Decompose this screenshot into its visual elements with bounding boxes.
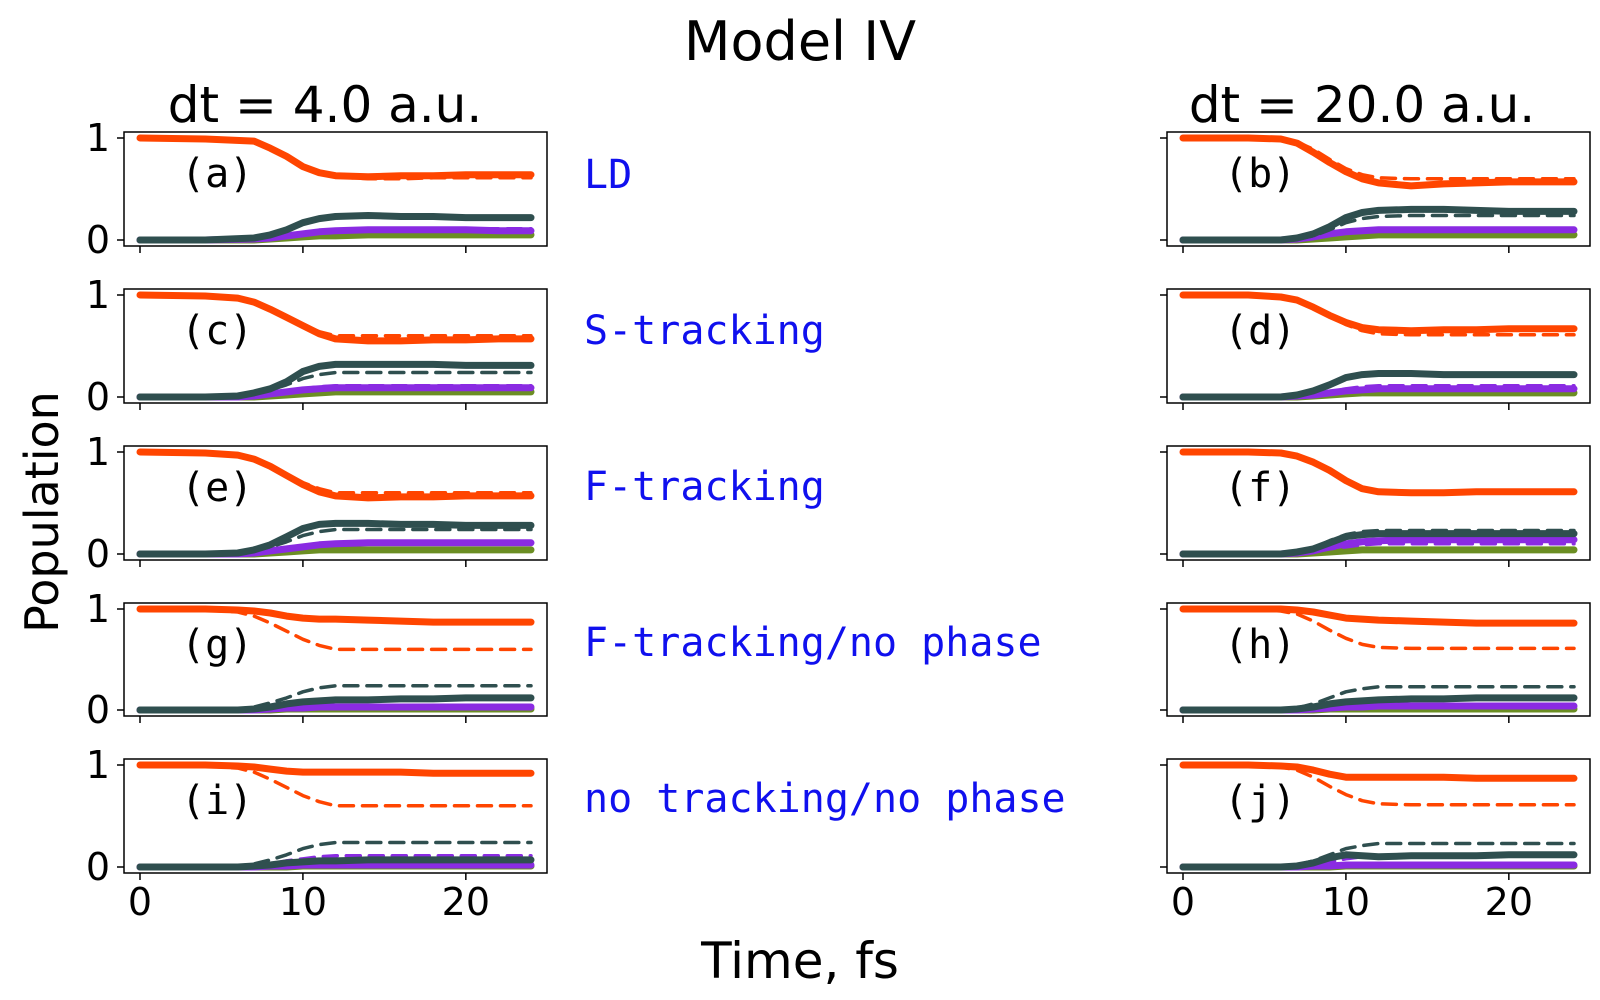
series-line-solid xyxy=(136,360,535,401)
panel-e: 0 1 (e) xyxy=(86,430,548,576)
method-label-f-tracking-no-phase: F-tracking/no phase xyxy=(584,620,1042,666)
y-tick-label: 0 xyxy=(86,375,110,419)
plot-frame xyxy=(123,602,548,717)
x-tick-label: 20 xyxy=(1485,880,1533,924)
method-label-s-tracking: S-tracking xyxy=(584,308,825,354)
panel-label: (b) xyxy=(1224,151,1296,197)
figure-title: Model IV xyxy=(684,10,916,73)
method-label-f-tracking: F-tracking xyxy=(584,464,825,510)
series-group xyxy=(1179,134,1578,244)
y-tick-label: 0 xyxy=(86,688,110,732)
series-group xyxy=(136,448,535,558)
series-line-solid xyxy=(136,291,535,345)
series-line-solid xyxy=(1179,134,1578,190)
series-line-solid xyxy=(136,694,535,714)
panel-d: (d) xyxy=(1160,288,1591,410)
series-line-solid xyxy=(136,605,535,626)
y-tick-label: 1 xyxy=(86,743,110,787)
panel-label: (a) xyxy=(181,151,253,197)
plot-frame xyxy=(1166,288,1591,404)
series-group xyxy=(136,291,535,401)
panel-label: (j) xyxy=(1224,778,1296,824)
plot-frame xyxy=(1166,445,1591,561)
series-group xyxy=(136,761,535,871)
series-line-solid xyxy=(1179,605,1578,627)
panel-i: 0 10 20 0 1 (i) xyxy=(86,743,548,924)
plot-frame xyxy=(1166,758,1591,874)
x-axis-label: Time, fs xyxy=(700,932,899,990)
series-line-solid xyxy=(136,519,535,558)
series-line-solid xyxy=(136,134,535,181)
series-line-solid xyxy=(136,212,535,244)
panel-j: 0 10 20 (j) xyxy=(1160,758,1591,924)
series-group xyxy=(136,605,535,714)
series-line-solid xyxy=(1179,370,1578,401)
series-line-solid xyxy=(1179,761,1578,782)
panel-label: (g) xyxy=(181,622,253,668)
panel-label: (h) xyxy=(1224,622,1296,668)
y-tick-label: 0 xyxy=(86,845,110,889)
series-line-solid xyxy=(1179,694,1578,714)
column-title-left: dt = 4.0 a.u. xyxy=(168,76,483,134)
series-line-solid xyxy=(1179,530,1578,558)
series-line-solid xyxy=(136,448,535,502)
x-tick-label: 10 xyxy=(279,880,327,924)
plot-frame xyxy=(123,445,548,561)
panel-a: 0 1 (a) xyxy=(86,116,548,262)
panel-label: (i) xyxy=(181,778,253,824)
series-line-solid xyxy=(136,856,535,871)
panel-grid: 0 1 (a) (b) 0 1 (c) (d) 0 1 (e) (f) 0 1 (g) (h) 0 10 20 0 1 (… xyxy=(86,116,1591,924)
series-group xyxy=(1179,761,1578,871)
series-group xyxy=(1179,291,1578,401)
panel-h: (h) xyxy=(1160,602,1591,723)
y-axis-label: Population xyxy=(15,391,69,633)
panel-g: 0 1 (g) xyxy=(86,587,548,732)
plot-frame xyxy=(1166,602,1591,717)
series-group xyxy=(1179,448,1578,558)
panel-b: (b) xyxy=(1160,131,1591,253)
series-line-solid xyxy=(1179,291,1578,335)
x-tick-label: 0 xyxy=(1171,880,1195,924)
method-label-no-tracking-no-phase: no tracking/no phase xyxy=(584,776,1066,822)
panel-label: (c) xyxy=(181,308,253,354)
y-tick-label: 1 xyxy=(86,273,110,317)
plot-frame xyxy=(123,758,548,874)
y-tick-label: 1 xyxy=(86,587,110,631)
y-tick-label: 0 xyxy=(86,532,110,576)
panel-c: 0 1 (c) xyxy=(86,273,548,419)
panel-label: (d) xyxy=(1224,308,1296,354)
column-title-right: dt = 20.0 a.u. xyxy=(1189,76,1535,134)
y-tick-label: 1 xyxy=(86,116,110,160)
y-tick-label: 0 xyxy=(86,218,110,262)
series-line-solid xyxy=(136,761,535,777)
plot-frame xyxy=(123,131,548,247)
plot-frame xyxy=(123,288,548,404)
method-label-ld: LD xyxy=(584,152,632,198)
series-group xyxy=(1179,605,1578,714)
x-tick-label: 0 xyxy=(128,880,152,924)
y-tick-label: 1 xyxy=(86,430,110,474)
panel-label: (f) xyxy=(1224,465,1296,511)
panel-f: (f) xyxy=(1160,445,1591,567)
plot-frame xyxy=(1166,131,1591,247)
panel-label: (e) xyxy=(181,465,253,511)
x-tick-label: 10 xyxy=(1322,880,1370,924)
series-group xyxy=(136,134,535,244)
series-line-solid xyxy=(1179,205,1578,244)
series-line-solid xyxy=(1179,851,1578,871)
series-line-solid xyxy=(1179,448,1578,497)
x-tick-label: 20 xyxy=(442,880,490,924)
